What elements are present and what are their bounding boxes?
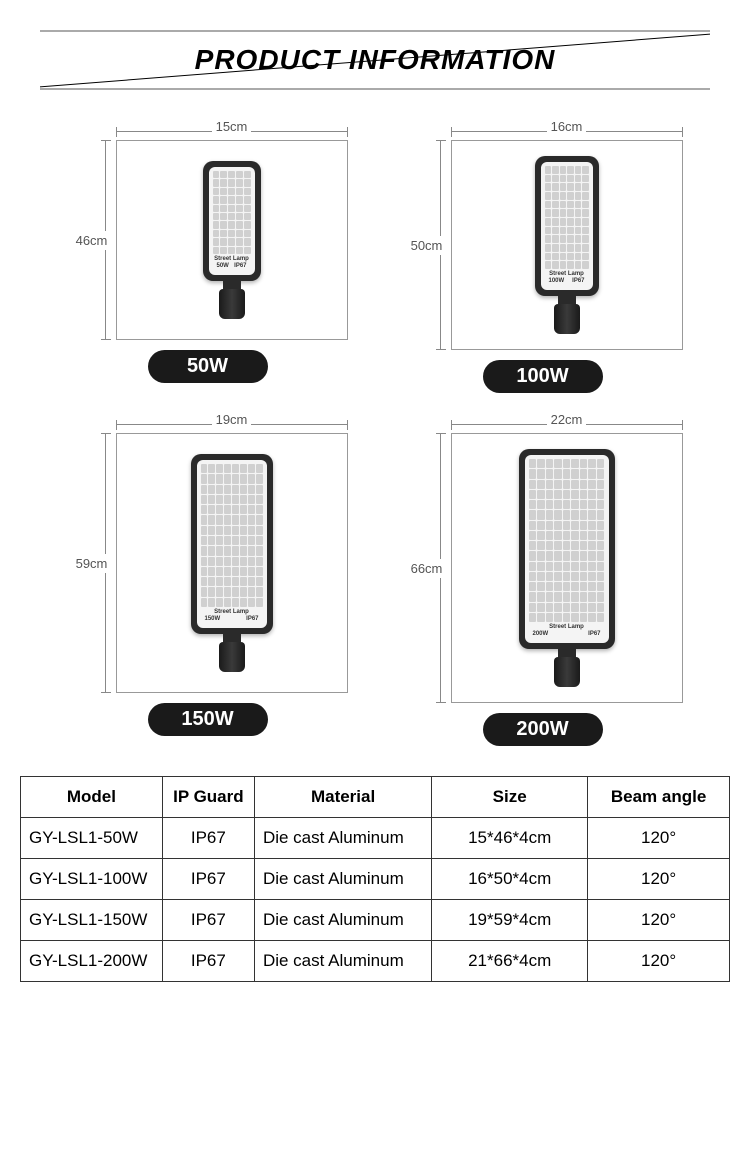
table-cell: 120° [588,818,730,859]
dimension-height: 50cm [403,140,451,350]
street-lamp-icon: Street Lamp200W IP67 [519,449,615,687]
street-lamp-icon: Street Lamp150W IP67 [191,454,273,672]
lamp-watt-text: 150W [205,616,221,622]
dimension-height: 66cm [403,433,451,703]
lamp-watt-text: 200W [533,631,549,637]
dimension-height-label: 59cm [76,554,108,573]
dimension-height-label: 50cm [411,236,443,255]
street-lamp-icon: Street Lamp50W IP67 [203,161,261,319]
table-cell: IP67 [162,859,254,900]
table-cell: 120° [588,941,730,982]
lamp-ip-text: IP67 [246,616,258,622]
table-header: Beam angle [588,777,730,818]
section-header: PRODUCT INFORMATION [40,30,710,90]
table-cell: IP67 [162,900,254,941]
lamp-ip-text: IP67 [572,278,584,284]
dimension-height: 59cm [68,433,116,693]
table-cell: GY-LSL1-100W [21,859,163,900]
product-frame: Street Lamp200W IP67 [451,433,683,703]
product-card: 16cm50cmStreet Lamp100WIP67100W [395,120,690,393]
table-cell: 120° [588,900,730,941]
lamp-watt-text: 50W [217,263,229,269]
dimension-width-label: 15cm [212,119,252,134]
dimension-height-label: 66cm [411,559,443,578]
table-cell: 15*46*4cm [432,818,588,859]
lamp-brand-text: Street Lamp [213,254,251,262]
product-grid: 15cm46cmStreet Lamp50WIP6750W16cm50cmStr… [0,110,750,766]
table-cell: 120° [588,859,730,900]
lamp-watt-text: 100W [549,278,565,284]
lamp-ip-text: IP67 [588,631,600,637]
table-cell: IP67 [162,818,254,859]
product-frame: Street Lamp100W IP67 [451,140,683,350]
header-title: PRODUCT INFORMATION [195,44,556,76]
product-card: 15cm46cmStreet Lamp50WIP6750W [60,120,355,393]
dimension-width: 22cm [451,413,683,433]
lamp-brand-text: Street Lamp [201,607,263,615]
wattage-pill: 200W [483,713,603,746]
table-cell: IP67 [162,941,254,982]
table-cell: 21*66*4cm [432,941,588,982]
table-cell: 16*50*4cm [432,859,588,900]
lamp-brand-text: Street Lamp [545,269,589,277]
product-frame: Street Lamp50W IP67 [116,140,348,340]
table-cell: Die cast Aluminum [254,900,431,941]
dimension-width: 19cm [116,413,348,433]
table-cell: Die cast Aluminum [254,859,431,900]
street-lamp-icon: Street Lamp100W IP67 [535,156,599,334]
dimension-width-label: 16cm [547,119,587,134]
wattage-pill: 150W [148,703,268,736]
table-cell: Die cast Aluminum [254,818,431,859]
table-cell: GY-LSL1-200W [21,941,163,982]
table-row: GY-LSL1-150WIP67Die cast Aluminum19*59*4… [21,900,730,941]
table-header: Size [432,777,588,818]
product-card: 19cm59cmStreet Lamp150WIP67150W [60,413,355,746]
table-header: IP Guard [162,777,254,818]
dimension-width-label: 19cm [212,412,252,427]
lamp-ip-text: IP67 [234,263,246,269]
table-cell: GY-LSL1-50W [21,818,163,859]
dimension-width: 16cm [451,120,683,140]
product-card: 22cm66cmStreet Lamp200WIP67200W [395,413,690,746]
table-cell: GY-LSL1-150W [21,900,163,941]
table-cell: 19*59*4cm [432,900,588,941]
wattage-pill: 50W [148,350,268,383]
dimension-width: 15cm [116,120,348,140]
wattage-pill: 100W [483,360,603,393]
table-cell: Die cast Aluminum [254,941,431,982]
table-header: Material [254,777,431,818]
product-frame: Street Lamp150W IP67 [116,433,348,693]
table-row: GY-LSL1-200WIP67Die cast Aluminum21*66*4… [21,941,730,982]
dimension-height: 46cm [68,140,116,340]
dimension-height-label: 46cm [76,231,108,250]
spec-table: ModelIP GuardMaterialSizeBeam angleGY-LS… [20,776,730,982]
lamp-brand-text: Street Lamp [529,622,605,630]
table-row: GY-LSL1-100WIP67Die cast Aluminum16*50*4… [21,859,730,900]
table-header: Model [21,777,163,818]
table-row: GY-LSL1-50WIP67Die cast Aluminum15*46*4c… [21,818,730,859]
dimension-width-label: 22cm [547,412,587,427]
